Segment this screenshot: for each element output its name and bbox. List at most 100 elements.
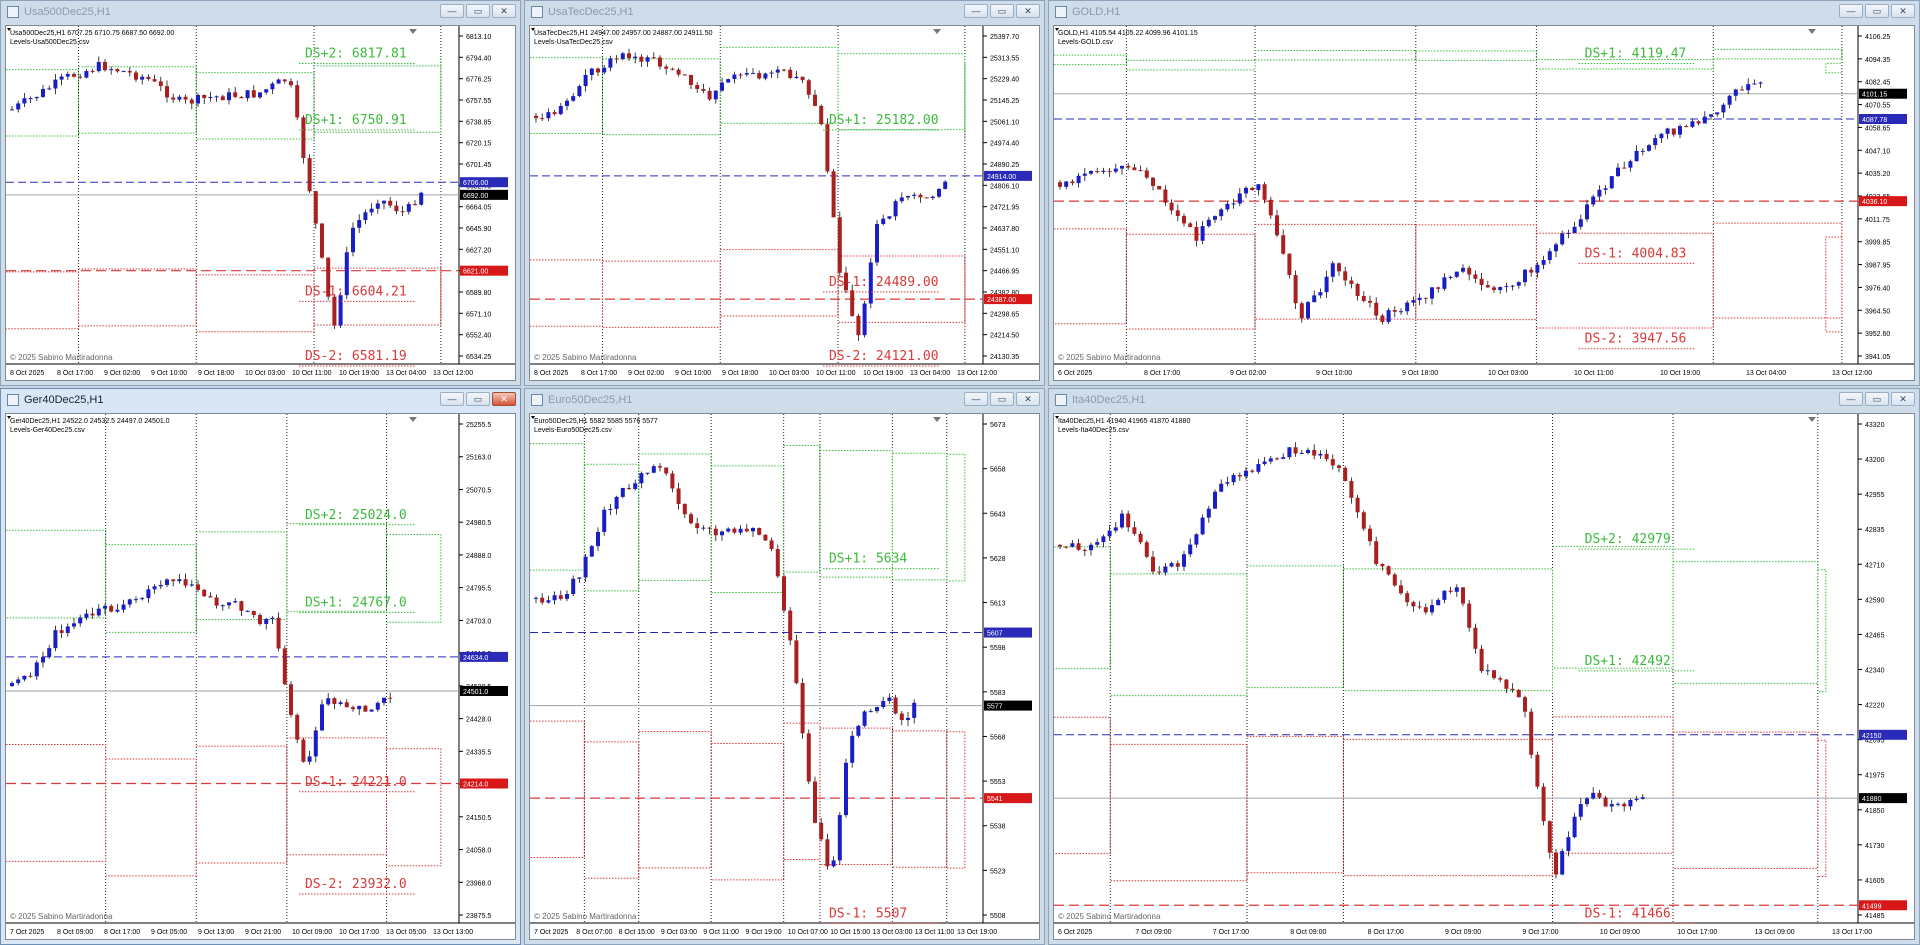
chart-shift-marker-icon[interactable] <box>933 29 941 34</box>
ds-plus-2-label: DS+2: 25024.0 <box>305 508 407 523</box>
chart-shift-marker-icon[interactable] <box>1808 417 1816 422</box>
chart-plot-area[interactable]: 4106.25 4094.35 4082.45 4070.55 4058.65 4047.… <box>1053 25 1915 381</box>
ds-plus-level-box <box>1246 565 1344 689</box>
candlestick <box>1423 603 1428 615</box>
candlestick <box>59 624 64 638</box>
close-button[interactable]: ✕ <box>1016 4 1040 18</box>
maximize-button[interactable]: ▭ <box>1865 392 1889 406</box>
candlestick <box>127 66 132 77</box>
chart-plot-area[interactable]: 25397.70 25313.55 25229.40 25145.25 25061.10… <box>529 25 1040 381</box>
price-chart-svg[interactable]: 25255.5 25163.0 25070.5 24980.5 24888.0 24795… <box>6 414 515 939</box>
chart-window-usa500[interactable]: Usa500Dec25,H1 — ▭ ✕ 6813.10 6794.40 6776.25 67… <box>0 0 521 386</box>
window-titlebar[interactable]: UsaTecDec25,H1 — ▭ ✕ <box>525 1 1044 23</box>
candlestick <box>282 78 287 84</box>
price-tick-label: 6534.25 <box>466 354 491 361</box>
price-tick-label: 41485 <box>1865 913 1885 920</box>
candlestick <box>382 200 386 210</box>
maximize-button[interactable]: ▭ <box>1865 4 1889 18</box>
chart-plot-area[interactable]: 43320 43200 42955 42835 42710 42590 42465 42340… <box>1053 413 1915 940</box>
window-titlebar[interactable]: Ger40Dec25,H1 — ▭ ✕ <box>1 389 520 411</box>
candlestick <box>171 578 176 587</box>
price-chart-svg[interactable]: 4106.25 4094.35 4082.45 4070.55 4058.65 4047.… <box>1054 26 1914 380</box>
close-button[interactable]: ✕ <box>492 4 516 18</box>
price-chart-svg[interactable]: 5673 5658 5643 5628 5613 5598 5583 5568 5553 5538… <box>530 414 1039 939</box>
candlestick <box>1175 204 1180 222</box>
chart-window-usatec[interactable]: UsaTecDec25,H1 — ▭ ✕ 25397.70 25313.55 25229.4… <box>524 0 1045 386</box>
price-tick-label: 42710 <box>1865 562 1885 569</box>
candlestick <box>47 644 52 659</box>
candlestick <box>596 527 600 552</box>
price-chart-svg[interactable]: 25397.70 25313.55 25229.40 25145.25 25061.10… <box>530 26 1039 380</box>
minimize-button[interactable]: — <box>964 4 988 18</box>
window-titlebar[interactable]: Usa500Dec25,H1 — ▭ ✕ <box>1 1 520 23</box>
chart-plot-area[interactable]: 25255.5 25163.0 25070.5 24980.5 24888.0 24795… <box>5 413 516 940</box>
candlestick <box>96 604 101 617</box>
candlestick <box>1287 447 1292 460</box>
chart-window-icon <box>531 394 543 406</box>
chart-shift-marker-icon[interactable] <box>409 417 417 422</box>
minimize-button[interactable]: — <box>1839 4 1863 18</box>
maximize-button[interactable]: ▭ <box>466 4 490 18</box>
chart-plot-area[interactable]: 6813.10 6794.40 6776.25 6757.55 6738.85 6720.… <box>5 25 516 381</box>
chart-window-ger40[interactable]: Ger40Dec25,H1 — ▭ ✕ 25255.5 25163.0 25070.5 249… <box>0 388 521 945</box>
collapse-triangle-icon[interactable] <box>531 28 535 31</box>
ds-plus-level-box <box>720 46 839 124</box>
candlestick <box>338 291 343 329</box>
window-titlebar[interactable]: GOLD,H1 — ▭ ✕ <box>1049 1 1919 23</box>
close-button[interactable]: ✕ <box>1891 392 1915 406</box>
ds-minus-level-box <box>1126 233 1256 330</box>
chart-window-gold[interactable]: GOLD,H1 — ▭ ✕ 4106.25 4094.35 4082.45 4070.55 40… <box>1048 0 1920 386</box>
collapse-triangle-icon[interactable] <box>7 416 11 419</box>
candlestick <box>227 602 231 609</box>
price-chart-svg[interactable]: 6813.10 6794.40 6776.25 6757.55 6738.85 6720.… <box>6 26 515 380</box>
candlestick <box>1262 457 1267 466</box>
price-tick-label: 6571.10 <box>466 311 491 318</box>
candlestick <box>1244 186 1248 198</box>
chart-plot-area[interactable]: 5673 5658 5643 5628 5613 5598 5583 5568 5553 5538… <box>529 413 1040 940</box>
candlestick <box>382 697 386 706</box>
candlestick <box>1585 199 1589 222</box>
chart-shift-marker-icon[interactable] <box>409 29 417 34</box>
price-tick-label: 6701.45 <box>466 162 491 169</box>
close-button[interactable]: ✕ <box>1891 4 1915 18</box>
minimize-button[interactable]: — <box>1839 392 1863 406</box>
candlestick <box>363 704 368 712</box>
collapse-triangle-icon[interactable] <box>1055 416 1059 419</box>
candlestick <box>344 699 349 708</box>
window-titlebar[interactable]: Euro50Dec25,H1 — ▭ ✕ <box>525 389 1044 411</box>
minimize-button[interactable]: — <box>440 392 464 406</box>
candlestick <box>1498 676 1503 683</box>
candlestick <box>177 94 182 102</box>
chart-window-ita40[interactable]: Ita40Dec25,H1 — ▭ ✕ 43320 43200 42955 42835 4271… <box>1048 388 1920 945</box>
candlestick <box>881 696 886 709</box>
candlestick <box>1355 282 1360 301</box>
close-button[interactable]: ✕ <box>492 392 516 406</box>
window-titlebar[interactable]: Ita40Dec25,H1 — ▭ ✕ <box>1049 389 1919 411</box>
collapse-triangle-icon[interactable] <box>7 28 11 31</box>
candlestick <box>546 108 551 122</box>
collapse-triangle-icon[interactable] <box>531 416 535 419</box>
candlestick <box>121 599 126 613</box>
candlestick <box>220 94 225 101</box>
copyright-footer: © 2025 Sabino Martiradonna <box>1058 353 1161 362</box>
pivot-price-tag-bg <box>1859 729 1907 740</box>
candlestick <box>276 78 281 84</box>
candlestick <box>1467 600 1472 632</box>
candlestick <box>1182 213 1186 227</box>
collapse-triangle-icon[interactable] <box>1055 28 1059 31</box>
candlestick <box>1554 848 1558 879</box>
chart-shift-marker-icon[interactable] <box>1808 29 1816 34</box>
candlestick <box>65 623 70 637</box>
chart-window-euro50[interactable]: Euro50Dec25,H1 — ▭ ✕ 5673 5658 5643 5628 5613 559… <box>524 388 1045 945</box>
ds-plus-level-box <box>196 72 315 140</box>
close-button[interactable]: ✕ <box>1016 392 1040 406</box>
price-chart-svg[interactable]: 43320 43200 42955 42835 42710 42590 42465 42340… <box>1054 414 1914 939</box>
candlestick <box>1188 538 1193 558</box>
candlestick <box>1076 172 1081 188</box>
maximize-button[interactable]: ▭ <box>990 392 1014 406</box>
chart-shift-marker-icon[interactable] <box>933 417 941 422</box>
minimize-button[interactable]: — <box>440 4 464 18</box>
minimize-button[interactable]: — <box>964 392 988 406</box>
maximize-button[interactable]: ▭ <box>466 392 490 406</box>
maximize-button[interactable]: ▭ <box>990 4 1014 18</box>
